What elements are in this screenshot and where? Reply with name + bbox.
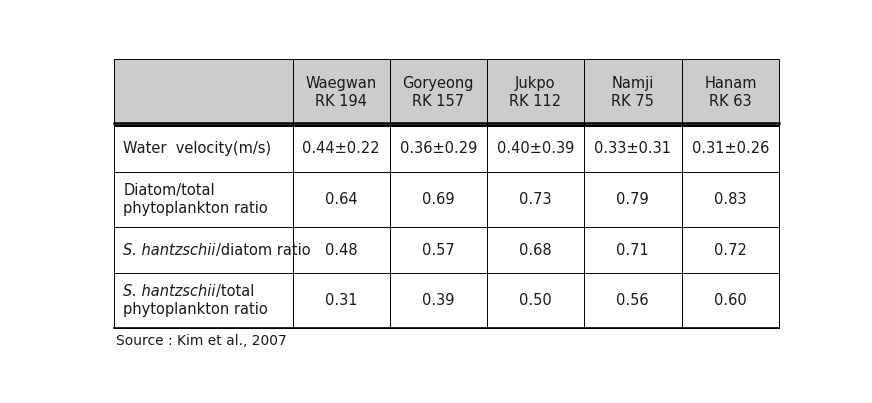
Text: 0.79: 0.79 [617, 192, 649, 207]
Text: Hanam: Hanam [705, 77, 757, 91]
Text: 0.40±0.39: 0.40±0.39 [497, 141, 574, 156]
Text: Water  velocity(m/s): Water velocity(m/s) [123, 141, 271, 156]
Bar [114, 172, 293, 227]
Text: RK 63: RK 63 [709, 94, 752, 109]
Text: Namji: Namji [611, 77, 654, 91]
Text: Waegwan: Waegwan [305, 77, 377, 91]
Bar [682, 126, 780, 172]
Text: RK 157: RK 157 [412, 94, 464, 109]
Text: 0.72: 0.72 [714, 243, 747, 258]
Bar [390, 59, 487, 126]
Bar [682, 172, 780, 227]
Bar [114, 126, 293, 172]
Text: 0.83: 0.83 [714, 192, 746, 207]
Bar [390, 227, 487, 273]
Text: phytoplankton ratio: phytoplankton ratio [123, 302, 268, 318]
Text: 0.39: 0.39 [422, 293, 454, 308]
Text: S. hantzschii: S. hantzschii [123, 284, 215, 299]
Text: 0.31: 0.31 [325, 293, 358, 308]
Text: 0.64: 0.64 [325, 192, 358, 207]
Text: 0.71: 0.71 [617, 243, 649, 258]
Text: 0.69: 0.69 [422, 192, 454, 207]
Bar [114, 59, 293, 126]
Text: Diatom/total: Diatom/total [123, 183, 215, 198]
Bar [584, 59, 682, 126]
Bar [487, 273, 584, 328]
Bar [293, 59, 390, 126]
Text: 0.56: 0.56 [617, 293, 649, 308]
Text: /diatom ratio: /diatom ratio [215, 243, 310, 258]
Text: 0.44±0.22: 0.44±0.22 [303, 141, 380, 156]
Bar [584, 227, 682, 273]
Text: phytoplankton ratio: phytoplankton ratio [123, 201, 268, 216]
Bar [487, 126, 584, 172]
Bar [487, 227, 584, 273]
Text: 0.60: 0.60 [714, 293, 747, 308]
Bar [390, 172, 487, 227]
Text: 0.50: 0.50 [519, 293, 552, 308]
Text: 0.73: 0.73 [519, 192, 552, 207]
Text: 0.33±0.31: 0.33±0.31 [594, 141, 671, 156]
Bar [293, 126, 390, 172]
Bar [390, 126, 487, 172]
Bar [114, 227, 293, 273]
Bar [584, 172, 682, 227]
Bar [293, 227, 390, 273]
Bar [487, 59, 584, 126]
Text: 0.36±0.29: 0.36±0.29 [399, 141, 477, 156]
Text: S. hantzschii: S. hantzschii [123, 243, 215, 258]
Text: Source : Kim et al., 2007: Source : Kim et al., 2007 [117, 334, 287, 348]
Bar [293, 273, 390, 328]
Text: 0.57: 0.57 [422, 243, 454, 258]
Bar [584, 273, 682, 328]
Bar [682, 59, 780, 126]
Text: 0.68: 0.68 [519, 243, 552, 258]
Bar [293, 172, 390, 227]
Text: RK 112: RK 112 [509, 94, 562, 109]
Text: Goryeong: Goryeong [403, 77, 474, 91]
Text: RK 194: RK 194 [315, 94, 367, 109]
Text: Jukpo: Jukpo [515, 77, 555, 91]
Bar [682, 227, 780, 273]
Bar [114, 273, 293, 328]
Text: 0.48: 0.48 [325, 243, 358, 258]
Text: RK 75: RK 75 [611, 94, 654, 109]
Bar [682, 273, 780, 328]
Text: 0.31±0.26: 0.31±0.26 [691, 141, 769, 156]
Bar [584, 126, 682, 172]
Text: /total: /total [215, 284, 254, 299]
Bar [487, 172, 584, 227]
Bar [390, 273, 487, 328]
